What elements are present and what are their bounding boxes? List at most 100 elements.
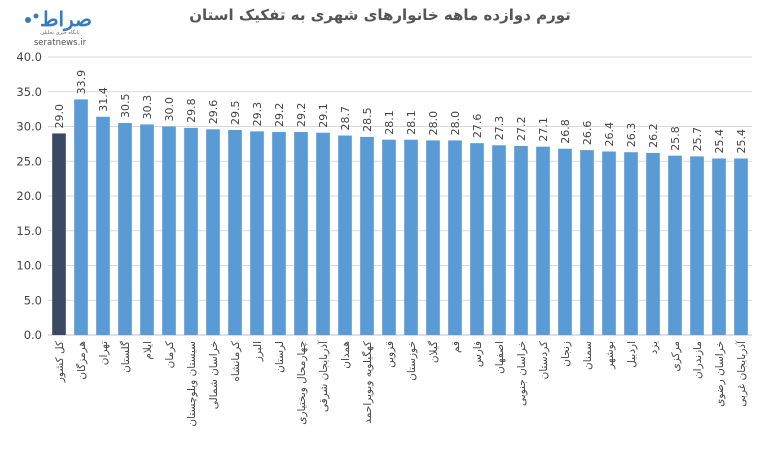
category-label: چهارمحال وبختیاری — [296, 341, 308, 425]
data-label: 33.9 — [75, 70, 88, 95]
y-tick-label: 30.0 — [16, 120, 42, 134]
category-label: کرمان — [164, 341, 176, 368]
category-label: هرمزگان — [75, 341, 88, 380]
bar — [206, 129, 220, 335]
bar — [250, 131, 264, 335]
data-label: 28.1 — [405, 110, 418, 135]
data-label: 29.2 — [295, 103, 308, 128]
data-label: 26.4 — [603, 122, 616, 147]
bar — [668, 155, 682, 335]
category-label: خراسان رضوی — [714, 341, 726, 407]
category-label: یزد — [648, 341, 660, 354]
data-label: 26.3 — [625, 123, 638, 148]
category-label: خراسان جنوبی — [516, 341, 528, 406]
bar — [492, 145, 506, 335]
y-tick-label: 20.0 — [16, 189, 42, 203]
bar — [734, 158, 748, 335]
category-label: کردستان — [538, 341, 550, 379]
category-label: تهران — [98, 341, 110, 365]
bar — [690, 156, 704, 335]
category-label: ایلام — [142, 341, 154, 360]
bar — [646, 152, 660, 335]
seratnews-logo: صراط پایگاه خبری تحلیلی seratnews.ir — [25, 7, 92, 48]
bar — [558, 148, 572, 335]
category-label: کهگیلویه وبویراحمد — [361, 341, 374, 424]
data-label: 29.5 — [229, 100, 242, 125]
data-label: 29.8 — [185, 98, 198, 123]
data-label: 28.0 — [427, 111, 440, 136]
bar — [294, 132, 308, 335]
bar — [404, 139, 418, 335]
y-tick-label: 15.0 — [16, 224, 42, 238]
data-label: 25.8 — [669, 126, 682, 151]
data-label: 29.0 — [53, 104, 66, 129]
category-label: زنجان — [560, 341, 572, 367]
category-label: قزوین — [384, 341, 396, 368]
category-label: مازندران — [692, 341, 704, 379]
data-label: 26.6 — [581, 121, 594, 146]
data-label: 25.4 — [735, 129, 748, 154]
bar — [118, 123, 132, 336]
bar — [448, 140, 462, 335]
category-label: اصفهان — [494, 341, 506, 374]
y-tick-label: 25.0 — [16, 154, 42, 168]
x-axis: کل کشور هرمزگان تهران گلستان ایلام کرمان سیستا… — [54, 340, 748, 427]
data-label: 31.4 — [97, 87, 110, 112]
bar — [624, 152, 638, 335]
data-label: 29.2 — [273, 103, 286, 128]
y-tick-label: 35.0 — [16, 85, 42, 99]
y-tick-label: 0.0 — [24, 328, 42, 342]
bar — [536, 146, 550, 335]
category-label: آذربایجان شرقی — [317, 340, 330, 412]
category-label: اردبیل — [626, 341, 638, 368]
data-label: 26.8 — [559, 119, 572, 144]
data-label: 30.3 — [141, 95, 154, 120]
category-label: گلستان — [119, 341, 132, 373]
category-label: آذربایجان غربی — [735, 340, 748, 407]
logo-script: صراط — [40, 7, 92, 32]
logo-site: seratnews.ir — [34, 38, 87, 48]
category-label: کرمانشاه — [230, 341, 242, 382]
chart-title: تورم دوازده ماهه خانوارهای شهری به تفکیک… — [189, 6, 571, 24]
category-label: سیستان وبلوچستان — [186, 341, 198, 427]
data-label: 29.1 — [317, 103, 330, 128]
category-label: گیلان — [427, 341, 440, 363]
data-label: 26.2 — [647, 123, 660, 148]
bar — [580, 150, 594, 335]
y-tick-label: 10.0 — [16, 259, 42, 273]
data-label: 30.5 — [119, 94, 132, 119]
bar — [514, 145, 528, 335]
data-labels: 29.0 33.9 31.4 30.5 30.3 30.0 29.8 29.6 29.5 29.3… — [53, 70, 748, 154]
bar — [228, 129, 242, 335]
bar — [360, 136, 374, 335]
bar — [162, 126, 176, 335]
data-label: 28.7 — [339, 106, 352, 131]
data-label: 30.0 — [163, 97, 176, 122]
bar — [426, 140, 440, 335]
logo-subtitle: پایگاه خبری تحلیلی — [40, 29, 80, 36]
bar — [52, 133, 66, 335]
bar — [338, 135, 352, 335]
category-label: کل کشور — [54, 341, 66, 383]
category-label: سمنان — [582, 341, 594, 370]
data-label: 29.6 — [207, 100, 220, 125]
category-label: قم — [450, 341, 462, 353]
bar — [382, 139, 396, 335]
category-label: البرز — [252, 341, 264, 362]
bars — [52, 99, 748, 336]
bar — [96, 116, 110, 336]
data-label: 27.6 — [471, 114, 484, 139]
category-label: خوزستان — [406, 341, 418, 381]
bar — [272, 132, 286, 335]
bar — [712, 158, 726, 335]
category-label: لرستان — [274, 341, 286, 373]
bar — [140, 124, 154, 335]
bar — [470, 143, 484, 335]
category-label: فارس — [472, 341, 484, 367]
data-label: 25.4 — [713, 129, 726, 154]
category-label: خراسان شمالی — [208, 341, 220, 409]
category-label: همدان — [340, 341, 352, 369]
data-label: 28.5 — [361, 107, 374, 132]
y-tick-label: 5.0 — [24, 293, 42, 307]
